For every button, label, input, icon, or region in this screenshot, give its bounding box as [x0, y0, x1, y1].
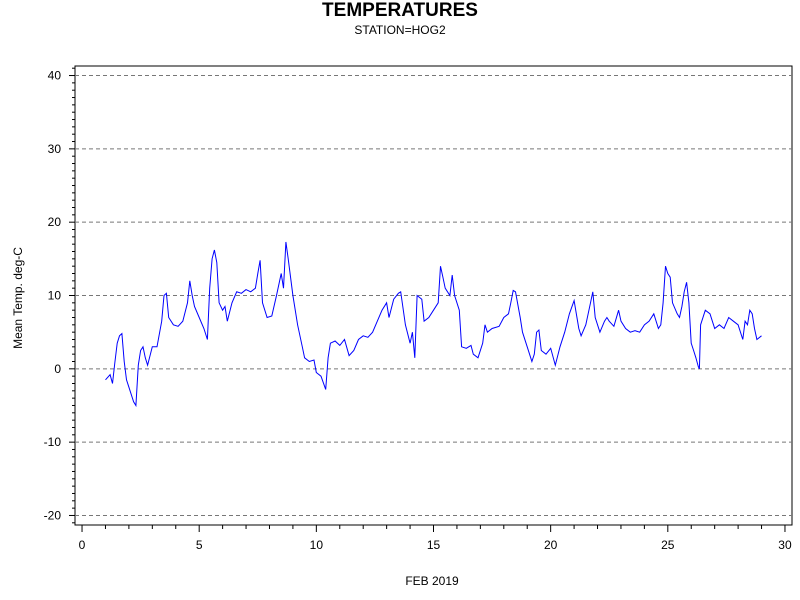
x-tick-label: 5	[196, 538, 203, 552]
x-axis: 0 5 10 15 20 25 30	[79, 525, 792, 552]
x-axis-label: FEB 2019	[405, 574, 459, 588]
x-tick-label: 25	[661, 538, 675, 552]
y-tick-label: 40	[48, 69, 62, 83]
chart-title: TEMPERATURES	[322, 0, 478, 21]
y-tick-label: 10	[48, 289, 62, 303]
x-tick-label: 30	[778, 538, 792, 552]
gridlines	[75, 75, 792, 516]
y-tick-label: 30	[48, 142, 62, 156]
x-tick-label: 20	[544, 538, 558, 552]
chart-subtitle: STATION=HOG2	[354, 23, 446, 37]
y-axis-label: Mean Temp. deg-C	[11, 247, 25, 349]
x-tick-label: 15	[427, 538, 441, 552]
y-tick-label: -10	[44, 435, 62, 449]
y-axis: -20 -10 0 10 20 30 40	[44, 67, 75, 524]
y-tick-label: 20	[48, 215, 62, 229]
x-tick-label: 10	[310, 538, 324, 552]
y-tick-label: 0	[54, 362, 61, 376]
y-tick-label: -20	[44, 508, 62, 522]
x-tick-label: 0	[79, 538, 86, 552]
temperature-series-line	[105, 241, 762, 408]
